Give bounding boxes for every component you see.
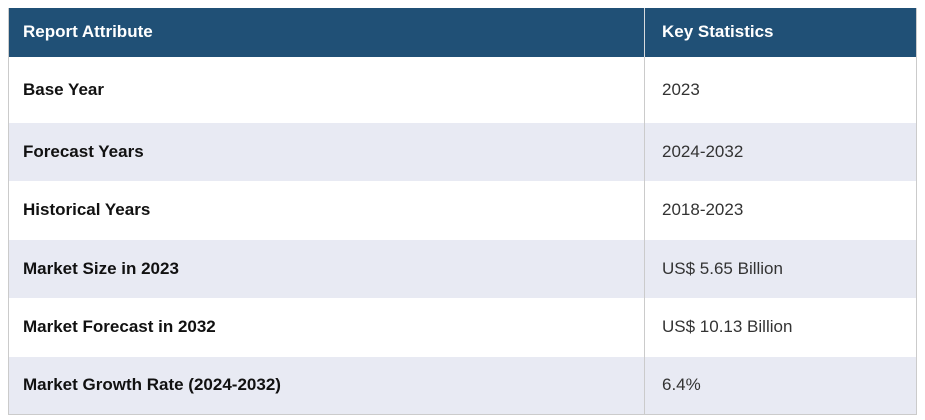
column-header-key-statistics: Key Statistics [644, 8, 916, 57]
attribute-cell: Base Year [23, 79, 104, 99]
report-statistics-table: Report Attribute Key Statistics Base Yea… [8, 8, 917, 415]
table-row-forecast-years: Forecast Years 2024-2032 [9, 123, 916, 181]
attribute-cell: Market Growth Rate (2024-2032) [23, 375, 281, 395]
column-header-report-attribute: Report Attribute [23, 22, 153, 42]
table-header-row: Report Attribute Key Statistics [9, 8, 916, 57]
table-row-growth-rate: Market Growth Rate (2024-2032) 6.4% [9, 357, 916, 414]
table-row-market-forecast: Market Forecast in 2032 US$ 10.13 Billio… [9, 298, 916, 357]
attribute-cell: Historical Years [23, 200, 151, 220]
value-cell: 2018-2023 [644, 181, 916, 240]
value-cell: 2024-2032 [644, 123, 916, 181]
table-row-base-year: Base Year 2023 [9, 57, 916, 123]
table-row-historical-years: Historical Years 2018-2023 [9, 181, 916, 240]
value-cell: US$ 5.65 Billion [644, 240, 916, 298]
value-cell: US$ 10.13 Billion [644, 298, 916, 357]
value-cell: 6.4% [644, 357, 916, 414]
attribute-cell: Forecast Years [23, 141, 144, 161]
attribute-cell: Market Size in 2023 [23, 258, 179, 278]
attribute-cell: Market Forecast in 2032 [23, 317, 216, 337]
table-row-market-size: Market Size in 2023 US$ 5.65 Billion [9, 240, 916, 298]
value-cell: 2023 [644, 57, 916, 123]
